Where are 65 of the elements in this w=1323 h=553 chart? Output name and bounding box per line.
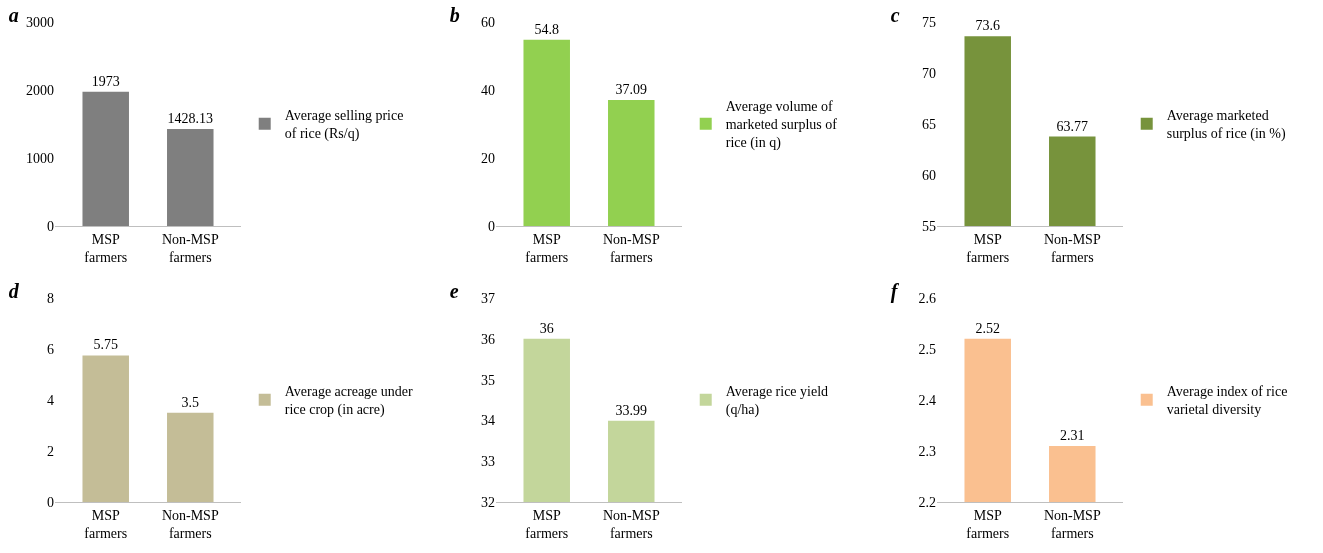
y-tick-label: 60 xyxy=(922,167,936,183)
legend-label: Average index of rice varietal diversity xyxy=(1166,384,1288,418)
y-tick-label: 4 xyxy=(47,392,54,408)
y-tick-label: 2.3 xyxy=(918,443,936,459)
y-tick-label: 2.4 xyxy=(918,392,936,408)
data-label: 36 xyxy=(539,320,554,336)
data-label: 37.09 xyxy=(615,81,648,97)
data-label: 2.31 xyxy=(1060,427,1085,443)
y-tick-label: 55 xyxy=(922,218,936,234)
y-tick-label: 37 xyxy=(481,290,495,306)
data-label: 1428.13 xyxy=(167,110,214,126)
y-tick-label: 2 xyxy=(47,443,54,459)
data-label: 63.77 xyxy=(1056,118,1089,134)
y-tick-label: 75 xyxy=(922,14,936,30)
data-label: 2.52 xyxy=(975,320,1000,336)
x-tick-label: MSP farmers xyxy=(966,507,1010,541)
y-tick-label: 65 xyxy=(922,116,936,132)
x-tick-label: Non-MSP farmers xyxy=(1043,507,1101,541)
y-tick-label: 2.6 xyxy=(918,290,936,306)
y-tick-label: 2.5 xyxy=(918,341,936,357)
x-tick-label: Non-MSP farmers xyxy=(161,231,219,265)
x-tick-label: MSP farmers xyxy=(966,231,1010,265)
x-tick-label: Non-MSP farmers xyxy=(1043,231,1101,265)
x-tick-label: MSP farmers xyxy=(84,507,128,541)
y-tick-label: 3000 xyxy=(26,14,54,30)
data-label: 5.75 xyxy=(93,337,118,353)
y-tick-label: 20 xyxy=(481,150,495,166)
data-label: 33.99 xyxy=(615,402,648,418)
y-tick-label: 0 xyxy=(47,218,54,234)
chart-title: e xyxy=(449,280,459,303)
chart-title: f xyxy=(890,280,900,304)
y-tick-label: 1000 xyxy=(26,150,54,166)
x-tick-label: Non-MSP farmers xyxy=(602,231,660,265)
data-label: 3.5 xyxy=(181,394,200,410)
chart-title: c xyxy=(890,4,900,27)
chart-title: a xyxy=(8,4,19,27)
y-tick-label: 40 xyxy=(481,82,495,98)
x-tick-label: MSP farmers xyxy=(525,231,569,265)
y-tick-label: 8 xyxy=(47,290,54,306)
y-tick-label: 60 xyxy=(481,14,495,30)
legend-label: Average rice yield (q/ha) xyxy=(725,384,829,419)
x-tick-label: Non-MSP farmers xyxy=(602,507,660,541)
y-tick-label: 6 xyxy=(47,341,54,357)
x-tick-label: Non-MSP farmers xyxy=(161,507,219,541)
y-tick-label: 0 xyxy=(488,218,495,234)
y-tick-label: 2.2 xyxy=(918,494,936,510)
y-tick-label: 2000 xyxy=(26,82,54,98)
legend-label: Average acreage under rice crop (in acre) xyxy=(284,384,414,419)
y-tick-label: 70 xyxy=(922,65,936,81)
x-tick-label: MSP farmers xyxy=(525,507,569,541)
y-tick-label: 36 xyxy=(481,331,495,347)
chart-title: d xyxy=(8,280,20,303)
data-label: 1973 xyxy=(91,73,120,89)
legend-label: Average marketed surplus of rice (in %) xyxy=(1166,108,1287,143)
y-tick-label: 35 xyxy=(481,372,495,388)
legend-label: Average volume of marketed surplus of rice (in q) xyxy=(725,99,838,152)
legend-label: Average selling price of rice (Rs/q) xyxy=(284,108,404,143)
data-label: 73.6 xyxy=(975,18,1000,34)
y-tick-label: 32 xyxy=(481,494,495,510)
y-tick-label: 33 xyxy=(481,454,495,470)
y-tick-label: 0 xyxy=(47,494,54,510)
y-tick-label: 34 xyxy=(481,413,495,429)
chart-title: b xyxy=(449,4,460,27)
data-label: 54.8 xyxy=(534,21,559,37)
x-tick-label: MSP farmers xyxy=(84,231,128,265)
